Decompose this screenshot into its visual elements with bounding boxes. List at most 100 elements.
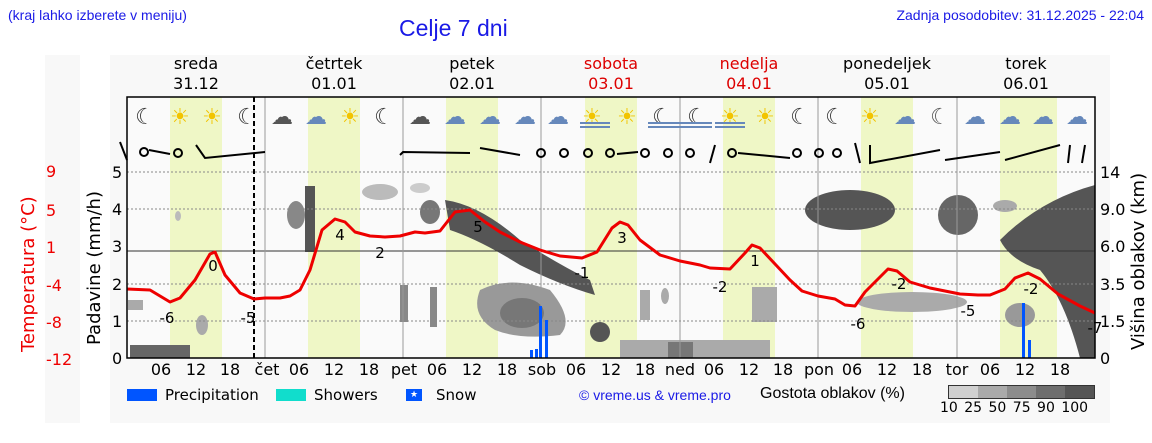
day-label-5: ponedeljek 05.01 xyxy=(843,54,931,93)
svg-text:-2: -2 xyxy=(892,275,907,293)
precip-tick: 0 xyxy=(112,349,123,368)
wind-barbs xyxy=(119,141,1086,165)
svg-text:☀: ☀ xyxy=(617,105,637,130)
svg-text:3: 3 xyxy=(617,229,627,247)
x-tick: 12 xyxy=(461,360,483,379)
svg-text:5: 5 xyxy=(473,218,483,236)
cloud-tick: 3.5 xyxy=(1100,275,1126,294)
svg-text:☀: ☀ xyxy=(860,105,880,130)
day-label-0: sreda 31.12 xyxy=(173,54,219,93)
legend-label: Precipitation xyxy=(165,386,259,404)
x-tick: 12 xyxy=(323,360,345,379)
x-tick: 06 xyxy=(841,360,863,379)
temp-tick: 9 xyxy=(46,162,57,181)
x-tick: 18 xyxy=(219,360,241,379)
region-hint[interactable]: (kraj lahko izberete v meniju) xyxy=(8,7,187,23)
svg-text:☾: ☾ xyxy=(790,105,810,130)
svg-text:☁: ☁ xyxy=(964,105,986,130)
x-tick: 12 xyxy=(738,360,760,379)
page-title: Celje 7 dni xyxy=(399,15,508,41)
x-tick: 12 xyxy=(1014,360,1036,379)
daylight-bands xyxy=(170,97,1057,358)
x-tick: pet xyxy=(390,360,418,379)
temp-tick: 5 xyxy=(46,201,57,220)
svg-text:☁: ☁ xyxy=(999,105,1021,130)
cloud-tick: 0 xyxy=(1100,349,1111,368)
showers-swatch xyxy=(276,389,306,401)
legend-snow: ★ Snow xyxy=(406,386,476,404)
svg-text:☾: ☾ xyxy=(825,105,845,130)
svg-text:-2: -2 xyxy=(1024,280,1039,298)
x-tick: 06 xyxy=(288,360,310,379)
svg-text:-5: -5 xyxy=(241,309,256,327)
x-tick: ned xyxy=(664,360,696,379)
precip-bars xyxy=(530,303,1031,358)
weather-icons: ☾ ☀ ☀ ☾ ☁ ☁ ☀ ☾ ☁ ☁ ☁ ☁ ☁ ☀ ☀ ☾ ☾ ☀ ☀ ☾ … xyxy=(135,105,1088,130)
cloud-density-scale-labels: 10 25 50 75 90 100 xyxy=(940,400,1089,416)
svg-text:-2: -2 xyxy=(713,278,728,296)
day-label-4: nedelja 04.01 xyxy=(719,54,779,93)
precipitation-swatch xyxy=(127,389,157,401)
cloud-tick: 14 xyxy=(1100,163,1121,182)
svg-text:☾: ☾ xyxy=(135,105,155,130)
x-tick: 06 xyxy=(703,360,725,379)
x-tick: 18 xyxy=(358,360,380,379)
precip-axis-title: Padavine (mm/h) xyxy=(84,191,105,345)
svg-text:☁: ☁ xyxy=(479,105,501,130)
x-tick: 12 xyxy=(600,360,622,379)
x-tick: 06 xyxy=(150,360,172,379)
svg-text:☀: ☀ xyxy=(755,105,775,130)
svg-text:-1: -1 xyxy=(575,264,590,282)
x-tick: tor xyxy=(945,360,969,379)
precip-tick: 5 xyxy=(112,163,123,182)
cloud-tick: 9.0 xyxy=(1100,200,1126,219)
svg-text:-6: -6 xyxy=(851,315,866,333)
temp-tick: -12 xyxy=(46,350,73,369)
svg-text:1: 1 xyxy=(750,252,760,270)
precip-tick: 2 xyxy=(112,275,123,294)
temp-labels: -6 0 -5 4 2 5 -1 3 -2 1 -6 -2 -5 -2 -7 xyxy=(160,218,1103,337)
day-label-1: četrtek 01.01 xyxy=(305,54,363,93)
legend-label: Showers xyxy=(314,386,378,404)
svg-text:☾: ☾ xyxy=(237,105,257,130)
x-tick: 18 xyxy=(1049,360,1071,379)
svg-text:☁: ☁ xyxy=(894,105,916,130)
svg-text:0: 0 xyxy=(208,257,218,275)
svg-text:☁: ☁ xyxy=(409,105,431,130)
svg-text:☀: ☀ xyxy=(202,105,222,130)
legend-precipitation: Precipitation xyxy=(127,386,259,404)
svg-text:-6: -6 xyxy=(160,309,175,327)
svg-text:☾: ☾ xyxy=(930,105,950,130)
svg-text:☾: ☾ xyxy=(374,105,394,130)
day-label-3: sobota 03.01 xyxy=(583,54,639,93)
svg-text:☁: ☁ xyxy=(514,105,536,130)
x-tick: čet xyxy=(254,360,280,379)
temp-axis-panel xyxy=(45,55,80,423)
x-tick: 18 xyxy=(634,360,656,379)
legend-showers: Showers xyxy=(276,386,378,404)
svg-text:☁: ☁ xyxy=(444,105,466,130)
legend-label: Snow xyxy=(436,386,477,404)
temp-axis-title: Temperatura (°C) xyxy=(18,196,39,352)
plot-frame xyxy=(126,96,1096,359)
x-tick: 06 xyxy=(979,360,1001,379)
x-tick: sob xyxy=(527,360,557,379)
precip-tick: 4 xyxy=(112,200,123,219)
svg-text:☁: ☁ xyxy=(547,105,569,130)
svg-text:☁: ☁ xyxy=(305,105,327,130)
cloud-density-title: Gostota oblakov (%) xyxy=(760,385,905,402)
svg-text:☀: ☀ xyxy=(170,105,190,130)
day-label-2: petek 02.01 xyxy=(449,54,495,93)
temp-tick: -4 xyxy=(46,276,62,295)
x-tick: pon xyxy=(803,360,835,379)
temp-tick: 1 xyxy=(46,238,57,257)
svg-text:☀: ☀ xyxy=(340,105,360,130)
svg-text:☁: ☁ xyxy=(1032,105,1054,130)
temp-tick: -8 xyxy=(46,313,62,332)
precip-tick: 1 xyxy=(112,312,123,331)
x-tick: 12 xyxy=(185,360,207,379)
temperature-curve xyxy=(126,208,1096,315)
credit-link[interactable]: © vreme.us & vreme.pro xyxy=(579,387,731,403)
svg-text:☁: ☁ xyxy=(1066,105,1088,130)
cloud-axis-title: Višina oblakov (km) xyxy=(1128,172,1149,350)
